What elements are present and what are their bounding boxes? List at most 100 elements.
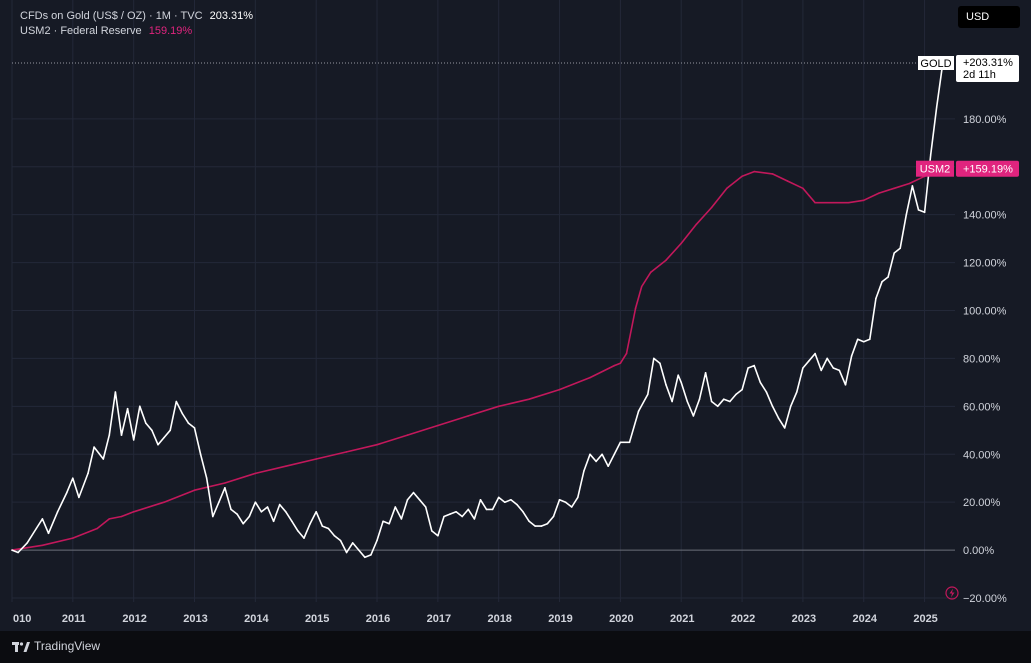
y-tick-label: −20.00% — [963, 593, 1007, 605]
x-tick-label: 010 — [13, 613, 31, 625]
usm2-point — [406, 434, 409, 436]
gold-point — [406, 499, 409, 501]
gold-point — [47, 532, 50, 535]
legend-gold[interactable]: CFDs on Gold (US$ / OZ) · 1M · TVC 203.3… — [20, 10, 253, 22]
gold-point — [339, 539, 342, 542]
gold-point — [583, 470, 585, 472]
usm2-series — [11, 167, 944, 551]
gold-point — [710, 400, 713, 403]
usm2-point — [650, 271, 652, 274]
gold-point — [510, 499, 512, 501]
gold-point — [345, 551, 348, 554]
gold-point — [759, 381, 762, 384]
usm2-value-box — [956, 160, 1019, 177]
gold-point — [193, 427, 196, 429]
gold-point — [826, 357, 828, 360]
x-axis-tick-labels: 010 2011 2012 2013 2014 2015 2016 2017 2018 2019 2… — [13, 613, 938, 625]
gold-point — [315, 511, 318, 513]
gold-point — [181, 412, 184, 415]
gold-point — [78, 496, 80, 499]
gold-point — [862, 340, 865, 343]
gold-point — [729, 400, 731, 403]
gold-point — [126, 407, 129, 410]
x-tick-label: 2022 — [731, 613, 755, 625]
gold-point — [899, 247, 901, 249]
gold-point — [187, 422, 190, 424]
y-tick-label: 40.00% — [963, 449, 1001, 461]
gold-point — [723, 398, 725, 401]
usm2-point — [695, 223, 698, 226]
usm2-point — [315, 458, 318, 460]
gold-point — [400, 518, 403, 520]
x-tick-label: 2012 — [122, 613, 146, 625]
gold-point — [163, 436, 165, 439]
usm2-point — [497, 405, 500, 408]
gold-point — [923, 211, 926, 214]
usm2-point — [802, 187, 804, 190]
tradingview-logo-icon[interactable] — [12, 641, 30, 653]
usm2-point — [613, 364, 616, 367]
gold-point — [552, 515, 555, 518]
gold-point — [887, 276, 889, 278]
usm2-point — [437, 424, 439, 427]
gold-point — [856, 338, 859, 341]
gold-point — [17, 551, 19, 554]
gold-point — [814, 352, 816, 355]
legend-gold-value: 203.31% — [209, 10, 254, 22]
gold-point — [893, 252, 895, 254]
gold-point — [735, 393, 737, 396]
gold-point — [607, 465, 609, 468]
gold-point — [157, 443, 159, 446]
gold-point — [364, 556, 366, 559]
gold-point — [41, 518, 44, 520]
gold-point — [497, 496, 500, 499]
tradingview-brand[interactable]: TradingView — [34, 639, 101, 653]
gold-point — [278, 503, 281, 506]
usm2-point — [589, 376, 591, 379]
y-tick-label: 120.00% — [963, 258, 1007, 270]
currency-button[interactable]: USD — [958, 6, 1020, 28]
gold-point — [534, 525, 536, 527]
usm2-point — [893, 187, 895, 190]
gold-point — [248, 515, 251, 518]
gold-point — [151, 429, 153, 432]
legend-m2-value: 159.19% — [148, 25, 193, 37]
gold-point — [205, 477, 208, 480]
gold-point — [747, 367, 749, 369]
gold-point — [87, 472, 89, 475]
y-tick-label: 180.00% — [963, 114, 1007, 126]
usm2-point — [726, 187, 728, 190]
usm2-point — [132, 511, 135, 513]
gold-point — [424, 506, 427, 508]
gold-point — [619, 441, 622, 444]
gold-point — [613, 453, 616, 456]
gold-point — [199, 453, 202, 456]
gold-point — [175, 400, 178, 403]
y-tick-label: 0.00% — [963, 545, 994, 557]
gold-point — [485, 508, 488, 511]
gold-value-label: +203.31% — [963, 57, 1013, 69]
gold-point — [461, 515, 464, 518]
gold-point — [443, 515, 445, 518]
gold-point — [869, 338, 871, 341]
gold-point — [437, 534, 439, 537]
gold-value-box — [956, 55, 1019, 82]
gold-point — [540, 525, 543, 527]
gold-point — [820, 369, 822, 372]
gold-point — [665, 384, 667, 386]
gold-point — [917, 209, 920, 211]
gold-point — [838, 369, 841, 372]
gold-point — [659, 362, 661, 365]
gold-point — [297, 530, 299, 532]
gold-point — [382, 520, 384, 523]
gold-point — [327, 527, 330, 530]
legend-m2[interactable]: USM2 · Federal Reserve 159.19% — [20, 25, 192, 37]
gold-point — [698, 398, 701, 401]
gold-point — [455, 511, 457, 513]
gold-point — [236, 513, 238, 515]
gold-point — [66, 491, 68, 494]
x-tick-label: 2025 — [913, 613, 937, 625]
lightning-icon[interactable] — [945, 586, 959, 600]
